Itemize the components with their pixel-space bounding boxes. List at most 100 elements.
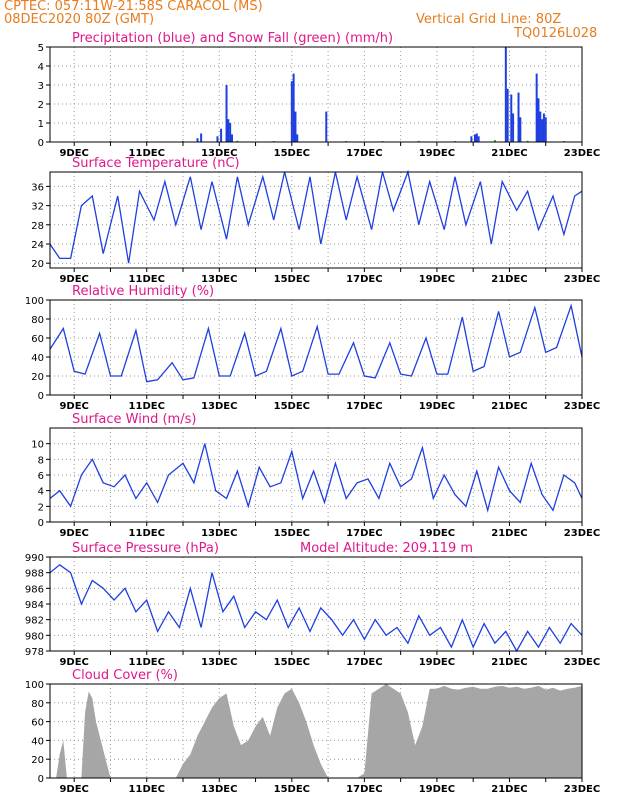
- precip-panel: 0 1 2 3 4 5 9DEC 11DEC 13DEC 15DEC 17DEC 19DEC 21DEC…: [38, 31, 601, 159]
- wind-panel: 0 2 4 6 8 10 9DEC 11DEC 13DEC 15DEC 17DEC 19DEC 21DE…: [31, 412, 600, 539]
- x-tick-label: 15DEC: [274, 401, 310, 412]
- x-tick-label: 21DEC: [491, 401, 527, 412]
- panel-frame: [49, 556, 583, 652]
- y-tick-label: 3: [38, 81, 44, 92]
- precip-bar: [517, 92, 520, 142]
- y-tick-label: 5: [38, 43, 44, 54]
- precip-bar: [542, 113, 545, 142]
- panel-title: Cloud Cover (%): [72, 668, 178, 683]
- y-tick-label: 980: [25, 631, 44, 642]
- precip-bar: [537, 98, 540, 142]
- precip-bar: [216, 136, 219, 142]
- precip-bar: [225, 85, 228, 142]
- pressure-panel: 978 980 982 984 986 988 990 9DEC 11DEC 13DEC 15DEC…: [25, 541, 600, 668]
- temperature-line: [49, 169, 583, 264]
- precip-bar: [196, 138, 199, 142]
- x-tick-label: 15DEC: [274, 784, 310, 795]
- x-tick-label: 11DEC: [129, 274, 165, 285]
- panel-frame: [49, 171, 583, 269]
- precip-bar: [510, 94, 513, 142]
- precip-bar: [477, 136, 480, 142]
- humidity-line: [49, 303, 583, 383]
- temperature-panel: 20 24 28 32 36 9DEC 11DEC 13DEC 15DEC 17DEC 19DEC 2…: [31, 156, 600, 285]
- run-date: 08DEC2020 80Z (GMT): [4, 12, 155, 27]
- panel-title: Relative Humidity (%): [72, 284, 214, 299]
- y-tick-label: 60: [31, 334, 44, 345]
- y-tick-label: 1: [38, 119, 44, 130]
- y-tick-label: 0: [38, 138, 44, 149]
- x-tick-label: 11DEC: [129, 401, 165, 412]
- snow-bar: [236, 140, 239, 142]
- x-tick-label: 9DEC: [59, 528, 88, 539]
- x-tick-label: 11DEC: [129, 528, 165, 539]
- precip-bar: [544, 117, 547, 142]
- x-tick-label: 23DEC: [564, 784, 600, 795]
- x-tick-label: 23DEC: [564, 657, 600, 668]
- precip-bar: [230, 134, 233, 142]
- precip-bar: [200, 133, 203, 142]
- y-tick-label: 988: [25, 569, 44, 580]
- x-tick-label: 13DEC: [201, 528, 237, 539]
- y-tick-label: 100: [25, 296, 44, 307]
- header: CPTEC: 057:11W-21:58S CARACOL (MS) 08DEC…: [0, 0, 618, 41]
- x-tick-label: 21DEC: [491, 528, 527, 539]
- x-tick-label: 17DEC: [346, 148, 382, 159]
- y-tick-label: 978: [25, 647, 44, 658]
- precip-bar: [512, 113, 515, 142]
- precip-bar: [325, 111, 328, 142]
- y-tick-label: 20: [31, 372, 44, 383]
- y-tick-label: 6: [38, 471, 44, 482]
- panel-frame: [49, 683, 583, 779]
- y-tick-label: 984: [25, 600, 44, 611]
- precip-bar: [541, 119, 544, 142]
- x-tick-label: 13DEC: [201, 148, 237, 159]
- precip-bar: [504, 47, 507, 142]
- x-tick-label: 13DEC: [201, 784, 237, 795]
- y-tick-label: 20: [31, 259, 44, 270]
- y-tick-label: 28: [31, 221, 44, 232]
- y-tick-label: 100: [25, 680, 44, 691]
- x-tick-label: 19DEC: [419, 401, 455, 412]
- x-tick-label: 23DEC: [564, 148, 600, 159]
- precip-bar: [475, 133, 478, 142]
- wind-line: [49, 443, 583, 513]
- y-tick-label: 4: [38, 62, 44, 73]
- y-tick-label: 80: [31, 315, 44, 326]
- x-tick-label: 17DEC: [346, 657, 382, 668]
- x-tick-label: 17DEC: [346, 401, 382, 412]
- x-tick-label: 23DEC: [564, 274, 600, 285]
- x-tick-label: 23DEC: [564, 528, 600, 539]
- panel-frame: [49, 46, 583, 143]
- x-tick-label: 17DEC: [346, 274, 382, 285]
- precip-bar: [535, 73, 538, 142]
- x-tick-label: 11DEC: [129, 784, 165, 795]
- panel-title: Surface Wind (m/s): [72, 412, 196, 427]
- y-tick-label: 986: [25, 584, 44, 595]
- y-tick-label: 2: [38, 100, 44, 111]
- y-tick-label: 24: [31, 240, 44, 251]
- precip-bar: [292, 73, 295, 142]
- precip-bar: [506, 88, 509, 142]
- precip-bar: [227, 119, 230, 142]
- precip-bar: [229, 123, 232, 142]
- cloud-area: [49, 684, 583, 778]
- y-tick-label: 20: [31, 755, 44, 766]
- y-tick-label: 80: [31, 699, 44, 710]
- x-tick-label: 11DEC: [129, 148, 165, 159]
- precip-bar: [519, 117, 522, 142]
- y-tick-label: 32: [31, 202, 44, 213]
- x-tick-label: 23DEC: [564, 401, 600, 412]
- x-tick-label: 17DEC: [346, 784, 382, 795]
- y-tick-label: 982: [25, 616, 44, 627]
- precip-bar: [296, 134, 299, 142]
- precip-bar: [473, 134, 476, 142]
- y-tick-label: 2: [38, 502, 44, 513]
- y-tick-label: 0: [38, 518, 44, 529]
- panel-title: Surface Temperature (nC): [72, 156, 240, 171]
- precip-bar: [220, 128, 223, 142]
- x-tick-label: 21DEC: [491, 148, 527, 159]
- precip-bar: [470, 136, 473, 142]
- x-tick-label: 13DEC: [201, 657, 237, 668]
- x-tick-label: 21DEC: [491, 657, 527, 668]
